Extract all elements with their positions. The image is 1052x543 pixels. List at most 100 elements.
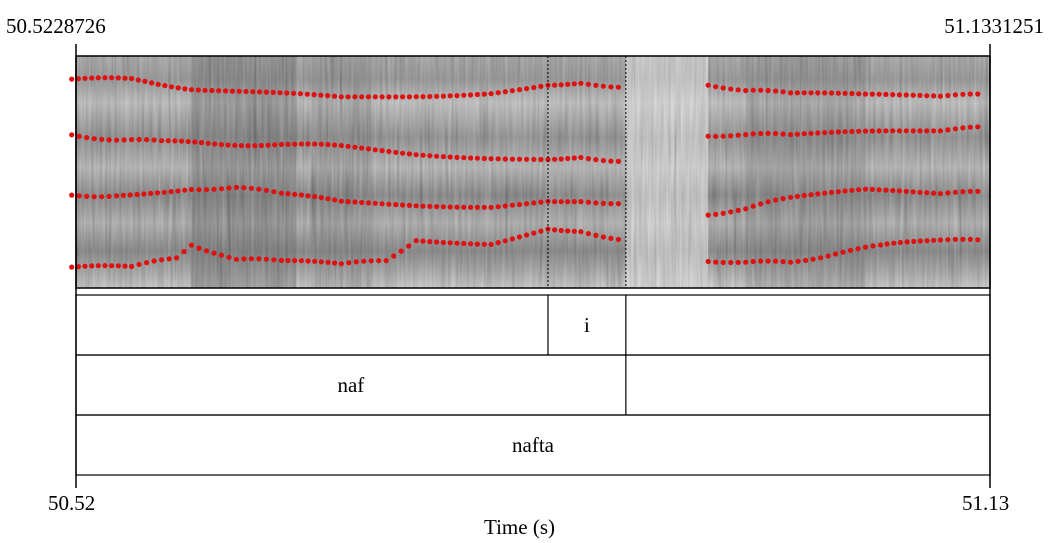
formant-point <box>481 91 487 97</box>
formant-point <box>615 201 622 207</box>
formant-point <box>331 93 338 99</box>
formant-point <box>114 137 120 143</box>
formant-point <box>713 133 719 139</box>
formant-point <box>332 142 338 148</box>
formant-point <box>142 78 148 84</box>
formant-point <box>136 136 142 143</box>
formant-point <box>578 199 584 205</box>
formant-point <box>352 144 358 150</box>
formant-point <box>318 92 324 98</box>
formant-point <box>305 141 311 147</box>
formant-point <box>365 200 372 206</box>
formant-point <box>205 140 211 146</box>
formant-point <box>931 190 937 196</box>
formant-point <box>917 128 923 134</box>
formant-point <box>468 204 474 210</box>
formant-point <box>298 258 304 264</box>
formant-point <box>185 138 191 145</box>
formant-point <box>454 93 460 99</box>
formant-point <box>406 202 412 208</box>
formant-point <box>218 186 225 192</box>
formant-point <box>297 91 303 97</box>
formant-point <box>565 81 571 87</box>
formant-point <box>236 88 242 94</box>
formant-point <box>89 263 95 269</box>
formant-point <box>960 236 966 242</box>
formant-track-f1 <box>69 75 981 100</box>
formant-point <box>488 204 494 210</box>
formant-point <box>481 241 487 247</box>
formant-point <box>218 142 225 148</box>
formant-point <box>182 86 188 92</box>
formant-point <box>600 200 607 206</box>
formant-point <box>728 86 734 92</box>
formant-point <box>571 155 577 161</box>
formant-point <box>585 231 592 237</box>
formant-point <box>202 87 208 93</box>
formant-point <box>372 200 378 206</box>
formant-point <box>531 156 537 162</box>
formant-point <box>531 84 537 91</box>
formant-point <box>420 152 426 158</box>
formant-point <box>159 257 165 263</box>
formant-point <box>196 187 202 193</box>
formant-point <box>585 81 592 87</box>
formant-point <box>178 138 185 144</box>
formant-point <box>400 94 406 100</box>
formant-point <box>750 87 756 93</box>
formant-point <box>869 91 875 97</box>
formant-point <box>91 136 97 142</box>
formant-point <box>129 137 135 143</box>
formant-point <box>795 258 801 264</box>
formant-point <box>516 201 523 208</box>
formant-point <box>593 200 599 206</box>
formant-point <box>765 199 771 205</box>
formant-point <box>226 254 232 260</box>
formant-point <box>815 90 821 96</box>
x-axis-label: Time (s) <box>484 515 555 539</box>
formant-point <box>420 203 426 209</box>
formant-point <box>509 236 515 242</box>
formant-point <box>896 92 903 98</box>
formant-point <box>241 185 247 191</box>
formant-point <box>361 258 367 264</box>
formant-point <box>565 155 571 162</box>
formant-point <box>192 139 198 145</box>
formant-point <box>291 90 297 96</box>
x-tick-label-end: 51.13 <box>962 491 1010 515</box>
formant-point <box>305 258 311 264</box>
annotation-tiers: i naf nafta <box>75 294 991 476</box>
formant-point <box>161 189 167 195</box>
formant-point <box>413 238 419 244</box>
formant-point <box>758 201 764 207</box>
formant-point <box>447 204 453 210</box>
formant-point <box>434 239 440 245</box>
formant-point <box>910 128 916 134</box>
formant-point <box>931 128 937 134</box>
formant-point <box>149 80 155 86</box>
formant-point <box>325 93 331 99</box>
formant-point <box>910 189 916 195</box>
formant-point <box>502 156 508 162</box>
formant-point <box>815 191 821 197</box>
formant-point <box>115 75 121 81</box>
formant-point <box>822 190 828 196</box>
formant-point <box>847 247 854 253</box>
formant-point <box>890 92 896 98</box>
formant-point <box>181 249 187 255</box>
formant-point <box>461 92 467 98</box>
formant-point <box>883 187 889 193</box>
formant-point <box>600 83 607 89</box>
formant-point <box>794 90 801 96</box>
formant-point <box>365 146 372 152</box>
formant-point <box>241 256 247 262</box>
formant-point <box>99 194 105 200</box>
formant-point <box>461 155 467 161</box>
formant-track-f3 <box>69 184 981 218</box>
formant-point <box>265 142 271 148</box>
formant-point <box>803 257 809 263</box>
formant-point <box>379 94 385 100</box>
formant-point <box>461 204 467 210</box>
formant-point <box>144 260 150 266</box>
